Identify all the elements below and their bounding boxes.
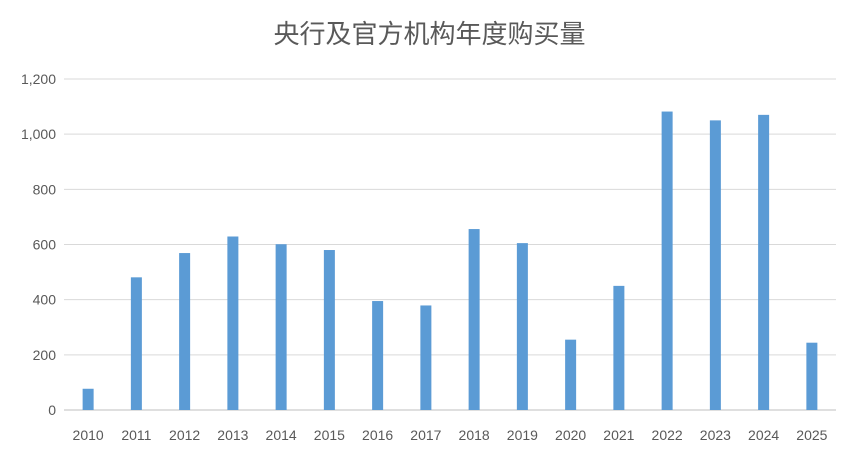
bar (130, 277, 142, 410)
y-tick-label: 400 (33, 292, 57, 308)
x-tick-label: 2025 (796, 427, 827, 443)
x-tick-label: 2013 (217, 427, 248, 443)
x-tick-label: 2010 (73, 427, 104, 443)
bar (323, 250, 335, 410)
bar (468, 229, 480, 410)
y-tick-label: 800 (33, 181, 57, 197)
bar (613, 285, 625, 410)
chart-title: 央行及官方机构年度购买量 (273, 20, 586, 50)
y-tick-label: 200 (33, 347, 57, 363)
y-tick-label: 600 (33, 237, 57, 253)
x-tick-label: 2021 (603, 427, 634, 443)
x-tick-label: 2016 (362, 427, 393, 443)
bar (806, 342, 818, 410)
x-tick-label: 2020 (555, 427, 586, 443)
bar (227, 236, 239, 410)
bar (516, 243, 528, 410)
bar (565, 339, 577, 410)
x-tick-label: 2022 (652, 427, 683, 443)
x-tick-label: 2014 (266, 427, 297, 443)
x-tick-label: 2015 (314, 427, 345, 443)
bar (420, 305, 432, 410)
x-tick-label: 2018 (459, 427, 490, 443)
x-tick-label: 2012 (169, 427, 200, 443)
bar (709, 120, 721, 410)
y-tick-label: 0 (48, 402, 56, 418)
bar (758, 114, 770, 410)
x-tick-label: 2017 (410, 427, 441, 443)
x-tick-label: 2023 (700, 427, 731, 443)
bar (82, 388, 94, 410)
bar (661, 111, 673, 410)
x-tick-label: 2011 (121, 427, 151, 443)
x-tick-label: 2019 (507, 427, 538, 443)
y-tick-label: 1,000 (21, 126, 56, 142)
bar (179, 253, 191, 410)
x-tick-label: 2024 (748, 427, 779, 443)
bar (275, 244, 287, 410)
bar (372, 301, 384, 410)
y-tick-label: 1,200 (21, 71, 56, 87)
